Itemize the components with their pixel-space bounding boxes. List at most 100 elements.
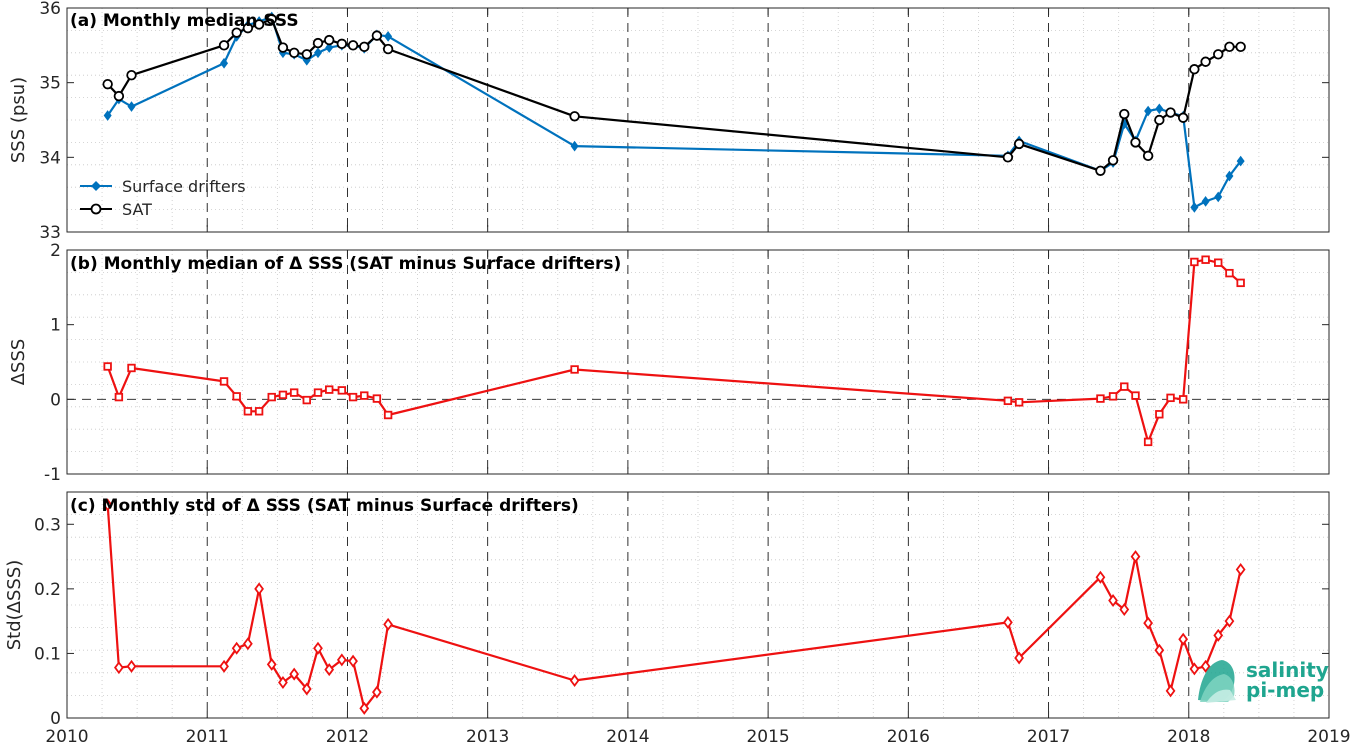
data-point: [277, 42, 289, 53]
data-point: [1236, 155, 1245, 167]
x-tick-label: 2016: [887, 727, 930, 745]
panel-b-series: [103, 255, 1245, 447]
logo-text-line1: salinity: [1246, 658, 1329, 682]
data-point: [243, 407, 253, 416]
y-tick-label: 1: [50, 316, 61, 336]
data-point: [1095, 165, 1106, 176]
data-point: [302, 395, 311, 405]
data-point: [313, 47, 322, 59]
data-point: [383, 410, 393, 420]
panel-c-title: (c) Monthly std of Δ SSS (SAT minus Surf…: [70, 496, 579, 516]
data-point: [1130, 550, 1141, 564]
panel-a-grid: [67, 8, 1329, 232]
panel-a-y-label: SSS (psu): [8, 77, 29, 163]
data-point: [570, 140, 579, 152]
data-point: [242, 22, 254, 34]
data-point: [289, 388, 299, 397]
data-point: [1003, 615, 1013, 629]
x-tick-label: 2014: [606, 727, 649, 745]
panel-b-frame: [66, 249, 1330, 475]
data-point: [1189, 64, 1200, 75]
data-point: [336, 653, 347, 667]
data-point: [336, 38, 348, 50]
data-point: [1154, 114, 1165, 126]
data-point: [254, 582, 264, 596]
panel-b-title: (b) Monthly median of Δ SSS (SAT minus S…: [70, 254, 621, 274]
data-point: [1154, 643, 1165, 657]
data-point: [232, 392, 241, 401]
x-tick-label: 2013: [466, 727, 509, 745]
data-point: [1178, 632, 1189, 646]
panel-c-std-delta: 00.10.20.3 2010 2011 2012 2013 2014 2015 2016 2…: [4, 491, 1351, 745]
x-tick-label: 2011: [186, 727, 229, 745]
data-point: [569, 111, 580, 122]
data-point: [359, 41, 370, 53]
data-point: [312, 37, 324, 49]
data-point: [325, 385, 334, 394]
data-point: [1201, 196, 1210, 207]
data-point: [219, 377, 229, 386]
data-point: [1144, 105, 1153, 117]
x-axis-ticks: 2010 2011 2012 2013 2014 2015 2016 2017 2018 2019: [45, 727, 1350, 745]
panel-c-y-ticks: 0 0.1 0.2 0.3: [34, 492, 1330, 729]
y-tick-label: 34: [39, 148, 61, 168]
data-point: [1155, 103, 1164, 115]
data-point: [1130, 137, 1141, 148]
panel-a-title: (a) Monthly median SSS: [70, 11, 299, 31]
data-point: [1236, 278, 1245, 288]
data-point: [1013, 138, 1025, 150]
data-point: [1014, 651, 1024, 665]
x-tick-label: 2019: [1307, 727, 1350, 745]
series-line: [106, 18, 1241, 172]
data-point: [220, 57, 229, 69]
data-point: [278, 675, 288, 689]
data-point: [1177, 112, 1189, 123]
data-point: [1119, 603, 1130, 617]
series-line: [106, 504, 1242, 710]
data-point: [1224, 41, 1235, 53]
data-point: [127, 363, 136, 373]
y-tick-label: 2: [50, 241, 61, 261]
panel-b-grid: [67, 250, 1329, 474]
data-point: [1143, 437, 1153, 447]
y-tick-label: 0: [50, 709, 61, 729]
x-tick-label: 2012: [326, 727, 369, 745]
data-point: [113, 90, 125, 102]
data-point: [219, 659, 229, 673]
data-point: [127, 101, 136, 112]
salinity-pi-mep-logo: salinity pi-mep: [1198, 658, 1329, 703]
data-point: [114, 661, 124, 675]
data-point: [313, 388, 323, 397]
data-point: [288, 47, 300, 59]
data-point: [1107, 155, 1119, 166]
data-point: [348, 654, 358, 668]
data-point: [218, 40, 230, 51]
x-tick-label: 2010: [45, 727, 88, 745]
data-point: [1119, 108, 1130, 120]
data-point: [1214, 258, 1223, 267]
data-point: [1166, 393, 1175, 403]
data-point: [371, 30, 383, 41]
data-point: [1225, 268, 1234, 278]
data-point: [1002, 152, 1014, 163]
data-point: [383, 617, 393, 631]
data-point: [1003, 396, 1013, 406]
data-point: [1178, 395, 1188, 404]
data-point: [1213, 49, 1224, 60]
data-point: [301, 49, 312, 60]
data-point: [103, 110, 112, 121]
data-point: [254, 407, 264, 416]
data-point: [1165, 684, 1176, 698]
data-point: [102, 78, 113, 90]
data-point: [382, 43, 394, 55]
legend-drifters-label: Surface drifters: [122, 177, 246, 196]
data-point: [1200, 659, 1211, 673]
data-point: [1143, 616, 1153, 630]
data-point: [360, 391, 369, 400]
panel-a-y-ticks: 33 34 35 36: [39, 0, 1330, 243]
data-point: [1224, 614, 1235, 628]
data-point: [1108, 392, 1118, 401]
data-point: [278, 390, 288, 400]
data-point: [1131, 391, 1140, 400]
